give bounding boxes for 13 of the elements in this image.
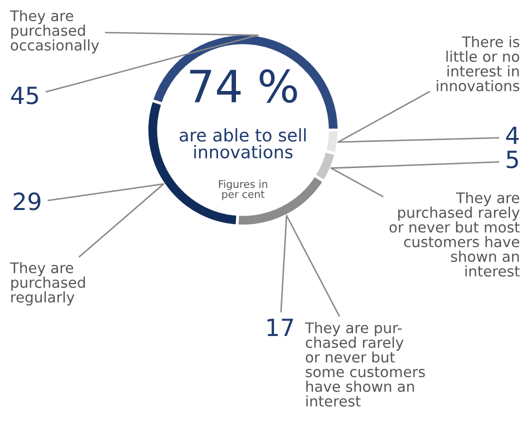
data-label: 17 [268,318,293,336]
text: are able to sell innovations [180,128,306,158]
slice-label: They are pur- chased rarely or never but some customers have shown an interest [304,322,425,407]
text: 74 % [190,69,298,103]
slice-label: They are purchased rarely or never but most customers have shown an interest [390,192,520,277]
data-label: 45 [11,86,38,104]
slice-label: They are purchased regularly [10,262,85,306]
text: Figures in per cent [219,180,268,200]
data-label: 4 [506,126,519,144]
slice-label: There is little or no interest in innovations [436,36,520,92]
data-label: 29 [14,192,40,210]
data-label: 5 [506,150,518,168]
slice-label: They are purchased occasionally [10,10,99,54]
